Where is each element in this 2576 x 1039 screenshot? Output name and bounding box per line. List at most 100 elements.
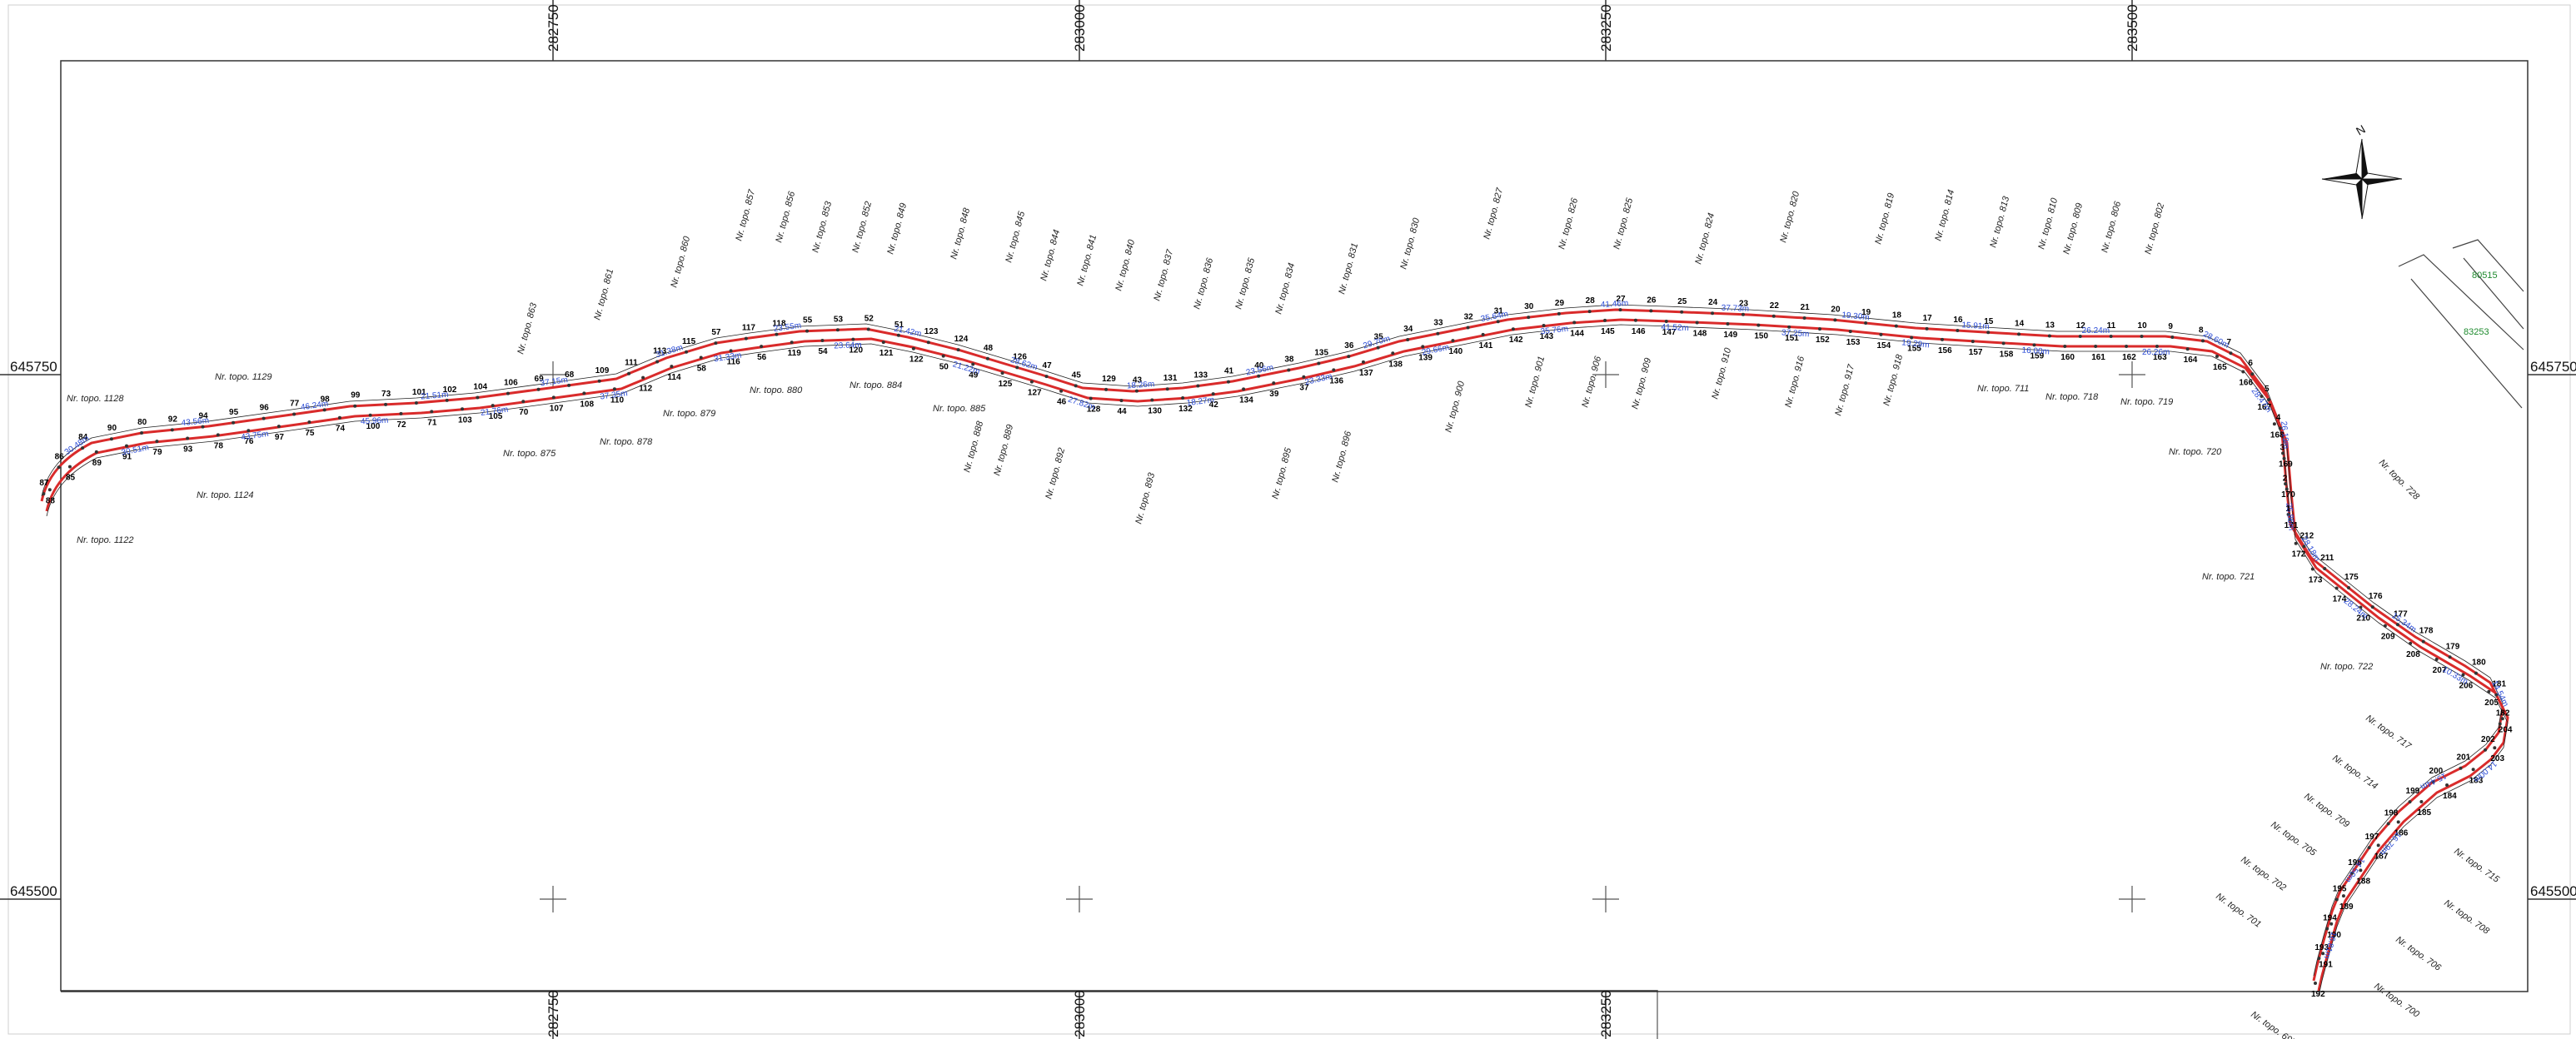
route-point-marker (655, 360, 660, 364)
distance-label: 18.26m (1127, 380, 1155, 390)
route-point-marker (2278, 426, 2282, 430)
topo-parcel-label: Nr. topo. 875 (503, 449, 556, 459)
route-point-marker (612, 387, 616, 391)
route-point-label: 190 (2327, 931, 2341, 940)
north-label: N (2354, 122, 2368, 138)
easting-label-top-4: 283500 (2125, 4, 2140, 52)
distance-label: 19.30m (1841, 311, 1870, 322)
route-point-label: 192 (2311, 990, 2325, 999)
route-point-marker (1587, 310, 1592, 314)
route-point-marker (57, 465, 61, 470)
route-point-label: 68 (565, 370, 575, 380)
route-point-marker (685, 350, 689, 354)
route-point-marker (729, 349, 733, 353)
route-point-marker (1104, 387, 1109, 391)
route-point-label: 27 (1616, 295, 1626, 304)
route-point-label: 188 (2356, 877, 2370, 886)
route-point-label: 117 (742, 324, 756, 333)
route-point-marker (1956, 329, 1960, 333)
route-point-marker (1818, 327, 1822, 331)
route-point-label: 120 (849, 346, 863, 355)
route-point-marker (2281, 451, 2285, 455)
route-point-marker (1257, 374, 1261, 378)
topo-parcel-label: Nr. topo. 845 (1004, 210, 1027, 264)
route-point-label: 92 (168, 415, 178, 424)
topo-parcel-label: Nr. topo. 826 (1557, 196, 1580, 251)
route-point-label: 43 (1133, 376, 1143, 385)
route-point-label: 159 (2030, 351, 2044, 360)
route-point-marker (2185, 347, 2190, 351)
route-point-label: 133 (1193, 371, 1208, 380)
route-point-label: 210 (2356, 614, 2370, 624)
route-point-label: 3 (2280, 444, 2285, 453)
route-point-marker (1511, 327, 1515, 331)
route-point-marker (67, 465, 72, 469)
distance-label: 41.46m (1601, 299, 1629, 310)
route-point-label: 17 (1923, 314, 1933, 323)
route-point-label: 147 (1662, 328, 1677, 337)
topo-parcel-label: Nr. topo. 835 (1233, 256, 1257, 311)
route-point-marker (2459, 766, 2463, 770)
route-point-label: 72 (396, 420, 406, 430)
route-point-label: 42 (1209, 400, 1219, 410)
route-point-label: 201 (2457, 753, 2471, 763)
topo-parcel-label: Nr. topo. 885 (933, 404, 986, 414)
route-point-label: 50 (939, 363, 949, 372)
route-point-label: 76 (244, 437, 254, 446)
route-point-label: 112 (639, 385, 653, 394)
topo-parcel-label: Nr. topo. 825 (1612, 196, 1635, 251)
route-point-label: 116 (727, 357, 741, 366)
topo-parcel-label: Nr. topo. 714 (2330, 753, 2379, 792)
topo-parcel-label: Nr. topo. 1128 (67, 394, 124, 404)
route-point-marker (430, 410, 434, 414)
route-point-marker (1618, 308, 1622, 312)
route-point-label: 57 (711, 328, 721, 337)
route-point-marker (262, 416, 266, 420)
northing-label-right-2: 645500 (2530, 883, 2576, 899)
distance-label: 45.96m (361, 416, 389, 427)
topo-parcel-label: Nr. topo. 861 (592, 268, 615, 321)
distance-label: 37.15m (540, 375, 569, 388)
route-point-marker (2125, 345, 2129, 348)
route-point-label: 12 (2076, 321, 2086, 331)
route-point-marker (445, 398, 449, 402)
route-point-marker (1756, 323, 1761, 327)
route-point-marker (247, 429, 251, 433)
route-point-label: 154 (1876, 341, 1891, 350)
route-point-marker (1226, 380, 1230, 384)
route-point-label: 171 (2285, 521, 2299, 530)
route-point-marker (597, 379, 601, 383)
route-point-label: 138 (1388, 360, 1403, 369)
route-point-label: 20 (1831, 305, 1841, 314)
topo-parcel-label: Nr. topo. 702 (2239, 855, 2288, 893)
topo-parcel-label: Nr. topo. 916 (1783, 355, 1806, 409)
route-point-label: 158 (2000, 350, 2014, 359)
route-point-label: 32 (1464, 312, 1474, 321)
route-point-marker (2431, 780, 2435, 784)
route-point-label: 150 (1754, 332, 1768, 341)
topo-parcel-label: Nr. topo. 813 (1988, 195, 2011, 249)
route-point-marker (1059, 389, 1064, 393)
easting-label-bottom-2: 283000 (1072, 990, 1088, 1037)
topo-parcel-label: Nr. topo. 718 (2045, 392, 2099, 402)
topo-parcel-label: Nr. topo. 824 (1693, 212, 1717, 266)
route-point-marker (2078, 335, 2082, 338)
route-point-marker (2474, 671, 2478, 675)
route-point-marker (956, 348, 960, 352)
route-point-label: 8 (2199, 326, 2204, 335)
route-point-label: 39 (1269, 390, 1279, 399)
route-point-label: 204 (2499, 725, 2513, 734)
topo-parcel-label: Nr. topo. 878 (600, 437, 653, 447)
route-point-label: 137 (1359, 369, 1373, 378)
route-point-marker (2408, 800, 2412, 804)
route-point-label: 99 (351, 391, 361, 400)
route-point-label: 30 (1524, 302, 1534, 311)
route-point-marker (2155, 345, 2159, 348)
route-point-marker (790, 341, 794, 345)
route-point-label: 176 (2369, 592, 2383, 601)
route-point-label: 54 (818, 347, 828, 356)
distance-label: 16.00m (2021, 346, 2050, 357)
topo-parcel-label: Nr. topo. 806 (2100, 200, 2123, 254)
route-point-label: 196 (2348, 858, 2362, 867)
route-point-label: 58 (697, 364, 707, 373)
